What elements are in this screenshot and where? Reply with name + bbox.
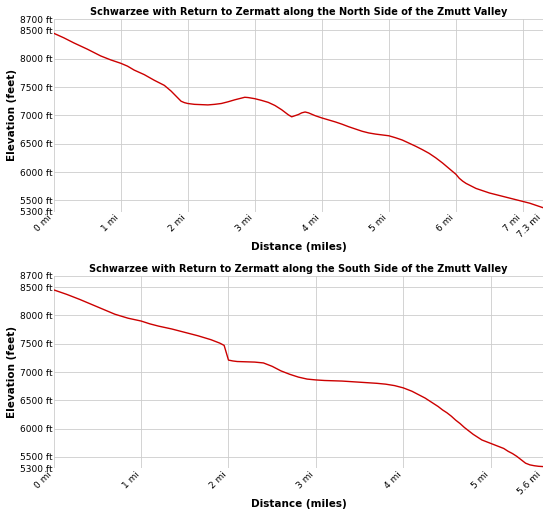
X-axis label: Distance (miles): Distance (miles) — [250, 499, 346, 509]
X-axis label: Distance (miles): Distance (miles) — [250, 243, 346, 252]
Y-axis label: Elevation (feet): Elevation (feet) — [7, 69, 17, 162]
Y-axis label: Elevation (feet): Elevation (feet) — [7, 326, 17, 418]
Title: Schwarzee with Return to Zermatt along the North Side of the Zmutt Valley: Schwarzee with Return to Zermatt along t… — [90, 7, 507, 17]
Title: Schwarzee with Return to Zermatt along the South Side of the Zmutt Valley: Schwarzee with Return to Zermatt along t… — [89, 264, 508, 273]
